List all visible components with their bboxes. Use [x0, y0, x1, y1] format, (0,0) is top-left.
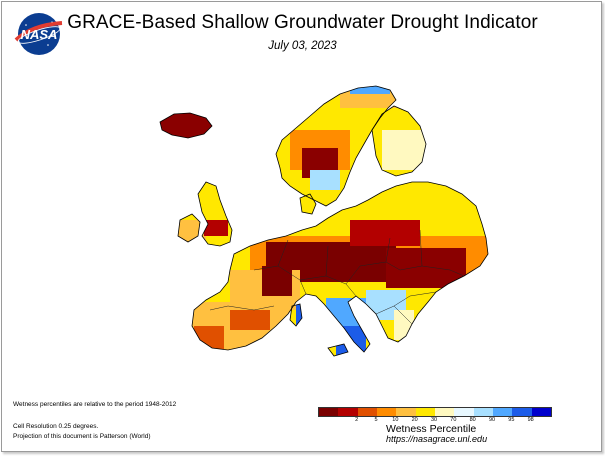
nasa-logo-text: NASA — [21, 27, 58, 42]
legend-swatch — [473, 408, 493, 416]
legend-swatch — [512, 408, 532, 416]
legend-swatch — [357, 408, 377, 416]
legend-tick-label: 80 — [469, 417, 476, 423]
color-legend — [318, 407, 552, 417]
legend-tick-label: 30 — [430, 417, 438, 423]
legend-title: Wetness Percentile — [386, 423, 477, 435]
legend-tick-label: 95 — [508, 417, 515, 423]
legend-tick-label: 98 — [527, 417, 534, 423]
legend-tick-label: 2 — [355, 417, 359, 423]
source-url: https://nasagrace.unl.edu — [386, 434, 488, 444]
legend-ticks: 2 5 10 20 30 70 80 90 95 98 — [318, 417, 552, 425]
map-date: July 03, 2023 — [268, 40, 337, 52]
drought-map — [159, 85, 489, 357]
note-projection: Projection of this document is Patterson… — [13, 433, 151, 440]
page-title: GRACE-Based Shallow Groundwater Drought … — [67, 12, 538, 33]
note-resolution: Cell Resolution 0.25 degrees. — [13, 423, 99, 430]
note-period: Wetness percentiles are relative to the … — [13, 401, 177, 408]
legend-swatch — [338, 408, 358, 416]
legend-swatch — [454, 408, 474, 416]
legend-tick-label: 70 — [450, 417, 457, 423]
legend-tick-label: 10 — [392, 417, 399, 423]
legend-swatch — [415, 408, 435, 416]
legend-tick-label: 5 — [374, 417, 378, 423]
legend-swatch — [376, 408, 397, 416]
legend-swatch — [434, 408, 455, 416]
legend-swatch — [492, 408, 513, 416]
legend-swatch — [319, 408, 339, 416]
nasa-logo: NASA — [14, 13, 63, 55]
legend-tick-label: 90 — [488, 417, 496, 423]
legend-swatch — [396, 408, 416, 416]
legend-tick-label: 20 — [411, 417, 418, 423]
legend-swatch — [531, 408, 551, 416]
